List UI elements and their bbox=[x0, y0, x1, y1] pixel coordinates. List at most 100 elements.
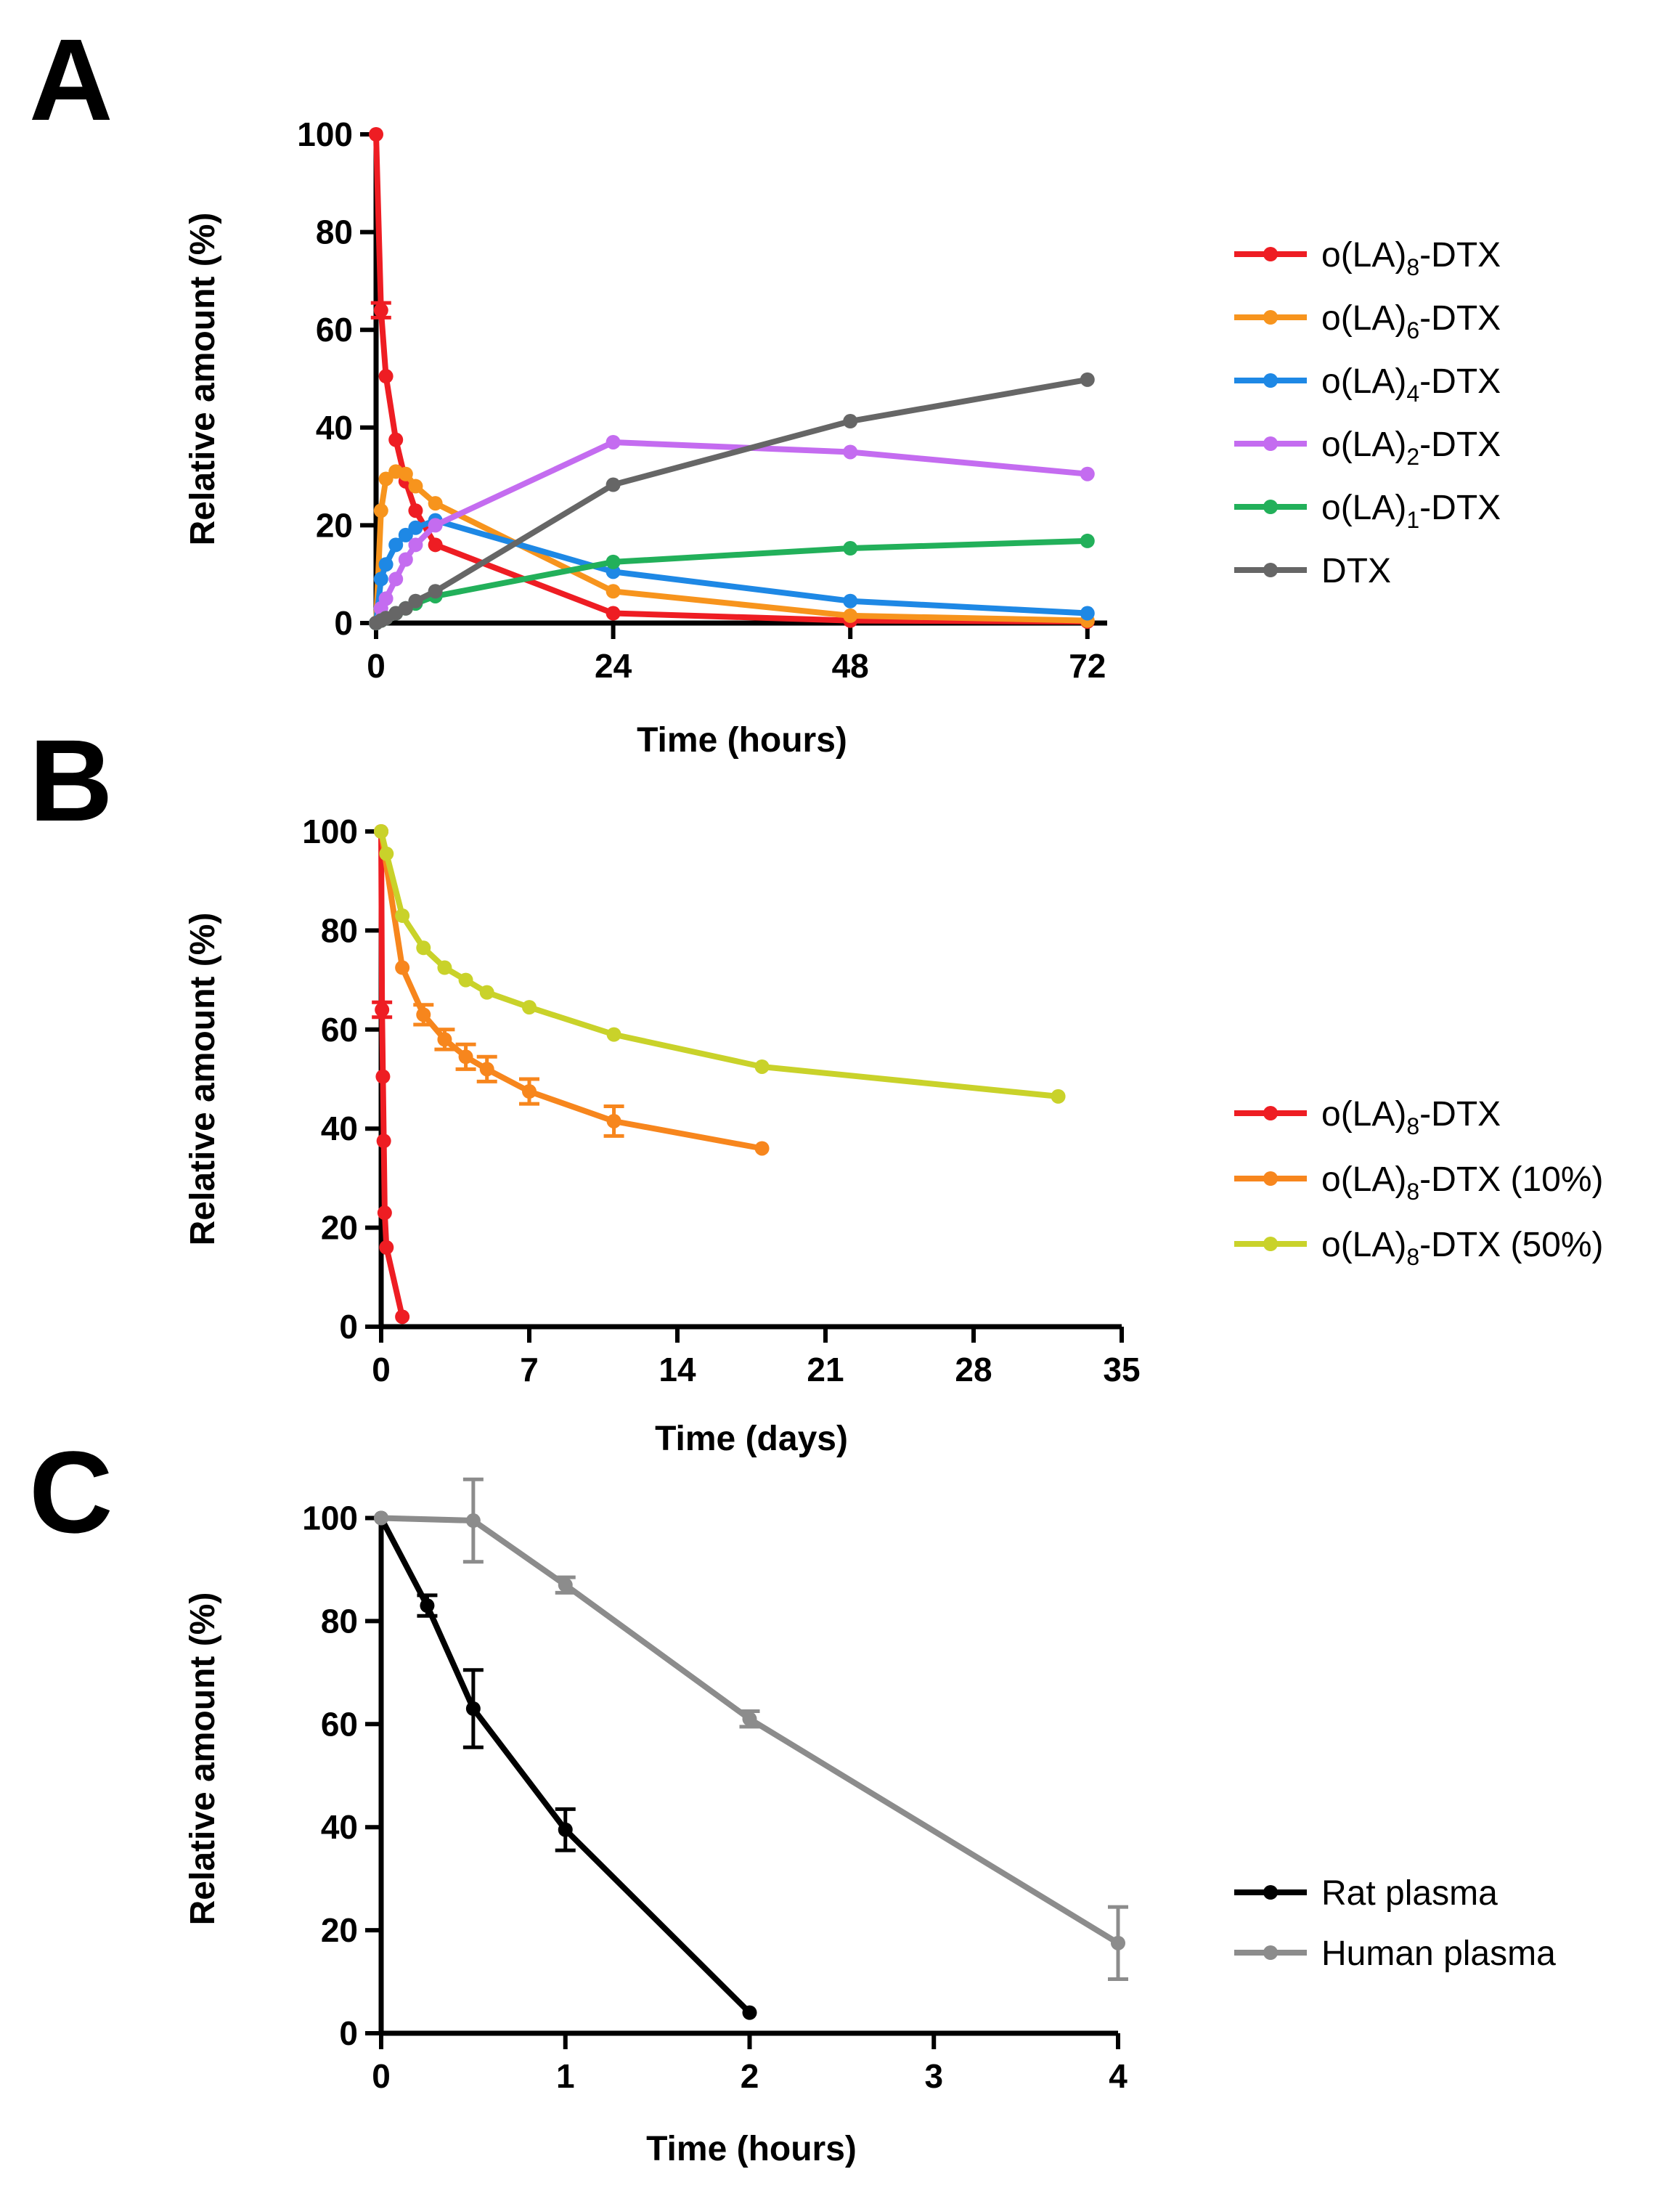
data-point bbox=[398, 601, 413, 616]
legend-label-main: o(LA) bbox=[1321, 1160, 1406, 1199]
y-tick-label: 60 bbox=[316, 311, 353, 349]
x-tick-label: 0 bbox=[372, 2057, 391, 2095]
legend-label-main: o(LA) bbox=[1321, 299, 1406, 338]
legend-label: Human plasma bbox=[1321, 1934, 1556, 1973]
data-point bbox=[420, 1598, 435, 1614]
series-0 bbox=[369, 127, 1095, 629]
data-point bbox=[398, 552, 413, 567]
y-tick-label: 60 bbox=[321, 1011, 358, 1049]
data-point bbox=[605, 584, 621, 599]
data-point bbox=[742, 1712, 757, 1727]
series-line bbox=[378, 829, 765, 1152]
data-point bbox=[398, 466, 413, 481]
data-point bbox=[375, 1002, 390, 1017]
data-point bbox=[395, 960, 410, 975]
data-point bbox=[605, 606, 621, 621]
data-point bbox=[479, 1062, 494, 1077]
legend-swatch-marker bbox=[1263, 1885, 1278, 1900]
y-tick-label: 40 bbox=[316, 409, 353, 447]
y-tick-label: 80 bbox=[321, 911, 358, 949]
data-point bbox=[369, 127, 383, 142]
y-tick-label: 20 bbox=[321, 1911, 358, 1949]
y-tick-label: 80 bbox=[316, 213, 353, 251]
legend-swatch-marker bbox=[1263, 310, 1278, 325]
legend-entry: o(LA)8-DTX bbox=[1234, 1095, 1501, 1139]
data-point bbox=[465, 1513, 481, 1529]
legend-entry: Rat plasma bbox=[1234, 1874, 1498, 1913]
series-5 bbox=[369, 372, 1095, 630]
x-tick-label: 0 bbox=[372, 1351, 391, 1388]
y-tick-label: 80 bbox=[321, 1602, 358, 1640]
data-point bbox=[1080, 533, 1095, 548]
x-tick-label: 21 bbox=[807, 1351, 844, 1388]
legend-label-main: o(LA) bbox=[1321, 362, 1406, 401]
legend-label-suffix: -DTX bbox=[1419, 426, 1501, 464]
data-point bbox=[479, 985, 494, 1000]
x-tick-label: 14 bbox=[658, 1351, 696, 1388]
data-point bbox=[1080, 606, 1095, 621]
data-point bbox=[1080, 372, 1095, 387]
data-point bbox=[408, 593, 423, 609]
y-tick-label: 20 bbox=[321, 1209, 358, 1247]
data-point bbox=[428, 537, 443, 553]
legend-label: o(LA)1-DTX bbox=[1321, 489, 1501, 533]
data-point bbox=[465, 1701, 481, 1716]
x-tick-label: 3 bbox=[924, 2057, 943, 2095]
legend-label-subscript: 8 bbox=[1406, 254, 1419, 280]
legend-label-main: o(LA) bbox=[1321, 426, 1406, 464]
y-tick-label: 0 bbox=[334, 604, 353, 642]
data-point bbox=[378, 557, 394, 572]
x-tick-label: 2 bbox=[741, 2057, 759, 2095]
legend-label-main: o(LA) bbox=[1321, 489, 1406, 527]
legend-swatch-marker bbox=[1263, 1945, 1278, 1960]
legend-entry: DTX bbox=[1234, 552, 1391, 590]
data-point bbox=[408, 537, 423, 553]
x-tick-label: 28 bbox=[955, 1351, 992, 1388]
data-point bbox=[606, 1027, 621, 1042]
legend-label-subscript: 4 bbox=[1406, 381, 1419, 407]
data-point bbox=[522, 1000, 537, 1015]
y-tick-label: 0 bbox=[339, 1308, 358, 1346]
data-point bbox=[388, 571, 404, 587]
legend-entry: o(LA)1-DTX bbox=[1234, 489, 1501, 533]
data-point bbox=[558, 1822, 573, 1837]
series-line bbox=[373, 468, 1090, 626]
legend-label-suffix: -DTX bbox=[1419, 299, 1501, 338]
series-line bbox=[373, 537, 1090, 626]
data-point bbox=[428, 518, 443, 533]
y-tick-label: 60 bbox=[321, 1705, 358, 1743]
data-point bbox=[416, 1007, 431, 1022]
x-tick-label: 4 bbox=[1109, 2057, 1128, 2095]
y-tick-label: 40 bbox=[321, 1110, 358, 1147]
y-tick-label: 100 bbox=[302, 1499, 358, 1537]
data-point bbox=[742, 2005, 757, 2020]
legend-swatch-marker bbox=[1263, 373, 1278, 388]
data-point bbox=[374, 824, 388, 839]
series-0 bbox=[372, 824, 410, 1325]
data-point bbox=[754, 1059, 770, 1074]
series-line bbox=[373, 517, 1090, 626]
series-2 bbox=[374, 824, 1066, 1104]
data-point bbox=[843, 593, 858, 609]
legend-swatch-marker bbox=[1263, 1106, 1278, 1120]
legend-label-subscript: 2 bbox=[1406, 444, 1419, 470]
legend-label: o(LA)6-DTX bbox=[1321, 299, 1501, 343]
data-point bbox=[522, 1084, 537, 1099]
data-point bbox=[843, 608, 858, 623]
legend-swatch-marker bbox=[1263, 1237, 1278, 1251]
panel-letter-b: B bbox=[29, 715, 113, 845]
legend-label: o(LA)8-DTX (50%) bbox=[1321, 1226, 1604, 1270]
series-1 bbox=[374, 1477, 1128, 1981]
data-point bbox=[376, 1134, 391, 1149]
legend-label-main: Human plasma bbox=[1321, 1934, 1556, 1973]
y-tick-label: 40 bbox=[321, 1808, 358, 1846]
data-point bbox=[377, 1205, 392, 1221]
data-point bbox=[375, 1069, 391, 1084]
data-point bbox=[605, 554, 621, 569]
chart-c: 0 20 40 60 80 100 0 1 2 3 4 Time (hours) Relative am… bbox=[184, 1477, 1556, 2168]
legend-label-subscript: 6 bbox=[1406, 317, 1419, 343]
data-point bbox=[378, 471, 394, 487]
x-tick-label: 72 bbox=[1069, 647, 1106, 685]
chart-b: 0 20 40 60 80 100 0 7 14 21 28 35 Time (days) Relativ… bbox=[184, 813, 1604, 1458]
